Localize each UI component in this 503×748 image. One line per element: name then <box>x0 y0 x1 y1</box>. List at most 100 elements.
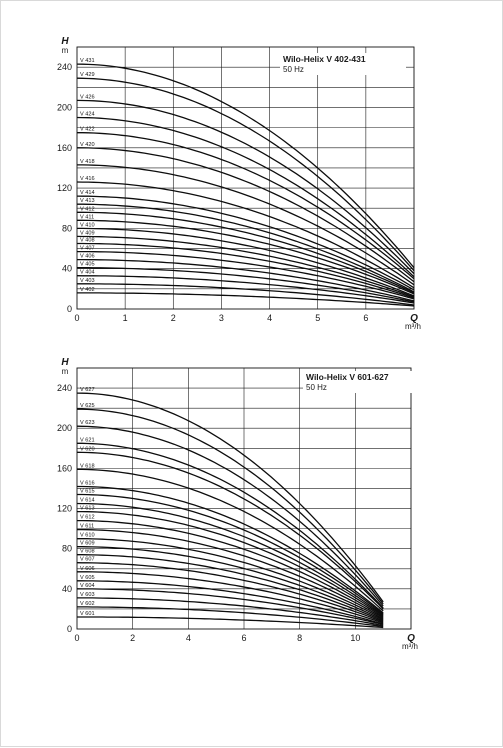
curve-label: V 602 <box>80 601 95 607</box>
pump-curve <box>76 502 384 616</box>
curve-label: V 431 <box>80 58 95 64</box>
y-tick-label: 160 <box>57 143 72 153</box>
x-tick-label: 6 <box>241 633 246 643</box>
pump-curve <box>76 99 415 275</box>
pump-curve <box>77 616 384 629</box>
curve-label: V 429 <box>80 72 95 78</box>
x-tick-label: 6 <box>363 313 368 323</box>
curve-label: V 414 <box>80 190 95 196</box>
curve-label: V 621 <box>80 437 95 443</box>
pump-curve <box>77 211 415 294</box>
pump-curve <box>76 235 415 298</box>
curve-label: V 618 <box>80 463 95 469</box>
curve-label: V 406 <box>80 254 95 260</box>
x-tick-label: 0 <box>74 313 79 323</box>
y-tick-label: 160 <box>57 463 72 473</box>
y-tick-label: 200 <box>57 102 72 112</box>
pump-curve <box>77 227 415 297</box>
curve-label: V 627 <box>80 387 95 393</box>
pump-curve <box>77 258 415 302</box>
pump-curve <box>76 451 384 610</box>
chart-title: Wilo-Helix V 402-431 <box>283 54 366 64</box>
x-tick-label: 5 <box>315 313 320 323</box>
pump-curve <box>77 606 384 628</box>
pump-curve <box>77 147 415 283</box>
pump-curve <box>76 77 415 272</box>
chart-subtitle: 50 Hz <box>283 65 304 74</box>
x-axis-unit: m³/h <box>402 642 418 651</box>
pump-curve <box>77 219 415 295</box>
curve-label: V 608 <box>80 549 95 555</box>
pump-curve <box>76 425 384 607</box>
pump-curve <box>77 442 384 609</box>
curve-label: V 615 <box>80 488 95 494</box>
curve-label: V 604 <box>80 583 95 589</box>
y-tick-label: 120 <box>57 183 72 193</box>
pump-curve <box>77 203 415 293</box>
pump-curve <box>77 554 384 622</box>
x-tick-label: 8 <box>297 633 302 643</box>
x-tick-label: 2 <box>171 313 176 323</box>
curve-label: V 610 <box>80 533 95 539</box>
y-tick-label: 40 <box>62 264 72 274</box>
pump-curve <box>77 580 384 625</box>
chart-title: Wilo-Helix V 601-627 <box>306 372 389 382</box>
pump-curve <box>76 392 384 603</box>
curve-label: V 404 <box>80 270 95 276</box>
pump-curve <box>77 242 415 299</box>
pump-curve <box>77 408 384 605</box>
x-tick-label: 1 <box>123 313 128 323</box>
curve-label: V 420 <box>80 142 95 148</box>
curve-label: V 416 <box>80 176 95 182</box>
x-tick-label: 4 <box>186 633 191 643</box>
pump-curve <box>76 63 415 269</box>
pump-curve <box>77 132 415 280</box>
y-axis-title: H <box>61 357 69 368</box>
curve-label: V 607 <box>80 557 95 563</box>
x-tick-label: 4 <box>267 313 272 323</box>
title-backdrop <box>303 371 429 393</box>
chart-subtitle: 50 Hz <box>306 383 327 392</box>
curve-label: V 613 <box>80 506 95 512</box>
curve-label: V 408 <box>80 238 95 244</box>
pump-curve <box>77 571 384 624</box>
pump-curve <box>77 250 415 300</box>
pump-curve <box>77 546 384 621</box>
x-axis-title: Q <box>407 633 415 644</box>
pump-curve <box>77 485 384 614</box>
curve-label: V 603 <box>80 592 95 598</box>
y-tick-label: 40 <box>62 584 72 594</box>
pump-curve <box>77 283 415 306</box>
curve-label: V 405 <box>80 262 95 268</box>
pump-curve <box>77 164 415 286</box>
curve-label: V 407 <box>80 246 95 252</box>
chart-v402-431: 0 40 80 120 160 200 240 0 1 2 3 4 5 6 Hm Qm³/h Wilo-Heli… <box>57 36 421 331</box>
pump-curve <box>76 195 415 291</box>
pump-curve <box>76 562 384 623</box>
y-axis-unit: m <box>62 46 69 55</box>
curve-label: V 403 <box>80 278 95 284</box>
curve-label: V 605 <box>80 575 95 581</box>
curve-label: V 614 <box>80 498 95 504</box>
curve-label: V 623 <box>80 420 95 426</box>
curve-label: V 611 <box>80 524 94 530</box>
curve-label: V 612 <box>80 515 95 521</box>
y-tick-label: 80 <box>62 223 72 233</box>
y-axis-title: H <box>61 36 69 47</box>
x-tick-label: 0 <box>74 633 79 643</box>
pump-curve <box>77 597 384 627</box>
y-tick-label: 200 <box>57 423 72 433</box>
curve-label: V 426 <box>80 94 95 100</box>
pump-curve <box>76 116 415 278</box>
pump-curve <box>77 528 384 619</box>
pump-curve <box>77 510 384 617</box>
y-tick-label: 0 <box>67 304 72 314</box>
y-tick-label: 120 <box>57 504 72 514</box>
x-tick-label: 3 <box>219 313 224 323</box>
curve-label: V 413 <box>80 198 95 204</box>
pump-curve <box>77 519 384 618</box>
curve-label: V 625 <box>80 403 95 409</box>
curve-label: V 422 <box>80 127 95 133</box>
